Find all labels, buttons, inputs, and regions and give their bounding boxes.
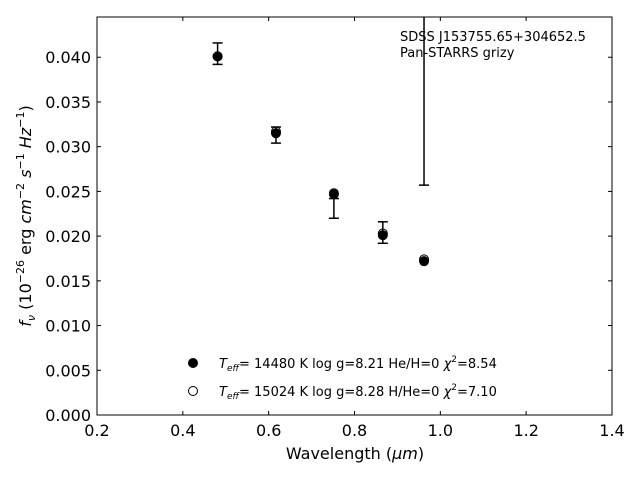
x-tick-label: 1.2 — [513, 421, 538, 440]
open-marker — [328, 188, 339, 199]
annotation-object: SDSS J153755.65+304652.5 — [400, 30, 586, 45]
legend-entry-filled: Teff= 14480 K log g=8.21 He/H=0 χ2=8.54 — [219, 355, 497, 374]
observed-point — [328, 197, 339, 219]
x-tick-label: 0.6 — [256, 421, 281, 440]
open-marker — [212, 51, 223, 62]
annotation-survey: Pan-STARRS grizy — [400, 46, 515, 61]
x-tick-label: 0.2 — [84, 421, 109, 440]
observed-point — [419, 17, 430, 186]
y-axis: 0.000 0.005 0.010 0.015 0.020 0.025 0.030 0.035… — [45, 48, 612, 425]
y-tick-label: 0.020 — [45, 227, 91, 246]
y-tick-label: 0.000 — [45, 406, 91, 425]
model-markers — [212, 51, 430, 267]
legend-marker-filled — [188, 358, 198, 368]
x-tick-label: 0.8 — [342, 421, 367, 440]
x-tick-label: 0.4 — [170, 421, 195, 440]
y-tick-label: 0.030 — [45, 138, 91, 157]
x-axis: 0.2 0.4 0.6 0.8 1.0 1.2 1.4 — [84, 17, 625, 440]
plot-frame — [96, 16, 613, 416]
x-tick-label: 1.4 — [599, 421, 624, 440]
y-tick-label: 0.040 — [45, 48, 91, 67]
legend-marker-open — [188, 386, 198, 396]
y-tick-label: 0.025 — [45, 182, 91, 201]
y-tick-label: 0.010 — [45, 317, 91, 336]
y-tick-label: 0.035 — [45, 93, 91, 112]
legend-entry-open: Teff= 15024 K log g=8.28 H/He=0 χ2=7.10 — [219, 383, 497, 402]
open-marker — [270, 126, 281, 137]
y-tick-label: 0.015 — [45, 272, 91, 291]
open-marker — [419, 254, 430, 265]
x-tick-label: 1.0 — [428, 421, 453, 440]
y-axis-label: fν (10−26 erg cm−2 s−1 Hz−1) — [14, 105, 38, 326]
x-axis-label: Wavelength (μm) — [286, 444, 424, 463]
observed-errorbars — [212, 17, 430, 245]
open-marker — [377, 228, 388, 239]
y-tick-label: 0.005 — [45, 361, 91, 380]
legend: Teff= 14480 K log g=8.21 He/H=0 χ2=8.54 … — [188, 355, 497, 402]
